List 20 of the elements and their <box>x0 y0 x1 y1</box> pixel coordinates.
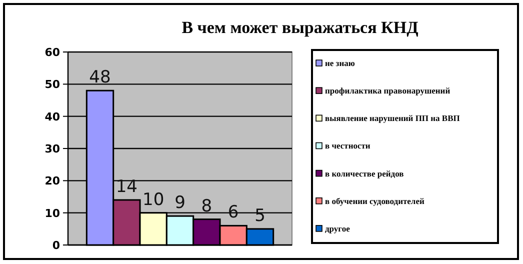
legend-label: в честности <box>325 140 370 151</box>
y-tick-label: 20 <box>44 174 60 188</box>
y-tick-label: 0 <box>52 239 60 252</box>
legend-label: профилактика правонарушений <box>325 86 450 96</box>
y-tick-label: 50 <box>44 78 60 92</box>
legend-label: другое <box>325 223 350 234</box>
y-tick-label: 10 <box>44 206 60 220</box>
y-tick-label: 60 <box>44 46 60 59</box>
chart-title: В чем может выражаться КНД <box>182 18 419 37</box>
data-label: 10 <box>142 190 164 210</box>
legend-label: в количестве рейдов <box>325 168 404 178</box>
y-tick-label: 40 <box>44 110 60 124</box>
legend-label: не знаю <box>325 58 356 68</box>
data-label: 8 <box>201 196 212 216</box>
legend-label: в обучении судоводителей <box>325 196 424 206</box>
legend-label: выявление нарушений ПП на ВВП <box>325 113 460 124</box>
data-label: 9 <box>174 193 186 214</box>
data-label: 14 <box>116 176 138 197</box>
y-tick-label: 30 <box>44 142 60 156</box>
data-label: 48 <box>89 68 111 88</box>
